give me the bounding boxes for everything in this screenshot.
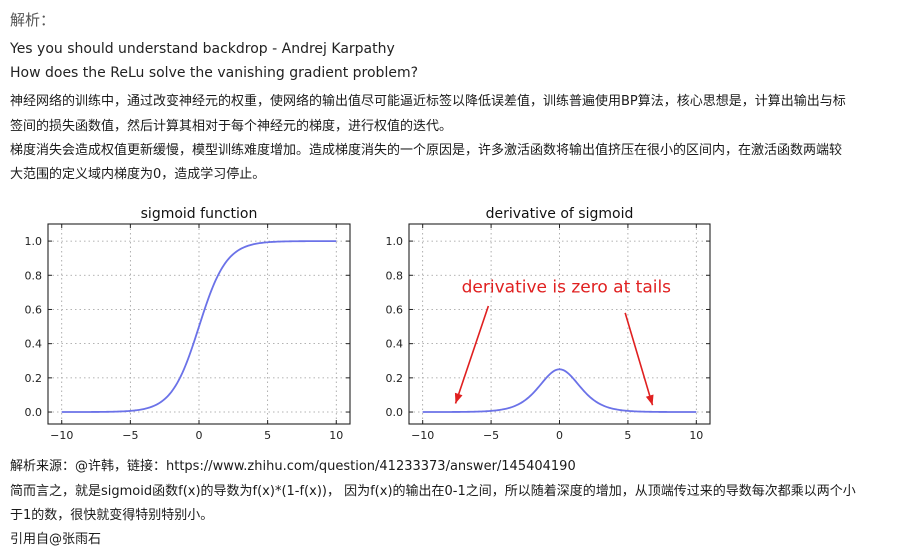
chart2-annotation-arrow-1 — [624, 312, 654, 406]
chart1-xtick-label-4: 10 — [329, 429, 343, 442]
chart2-ytick-label-1: 0.2 — [386, 372, 404, 385]
chart2-annotation-text: derivative is zero at tails — [462, 277, 672, 297]
chart1-ytick-label-0: 0.0 — [25, 406, 43, 419]
chart2-xtick-label-1: −5 — [483, 429, 499, 442]
chart2-annotation-arrowhead-0 — [454, 392, 463, 404]
chart2-annotation-arrow-0 — [454, 305, 490, 404]
chart2-xtick-label-4: 10 — [689, 429, 703, 442]
chart1-xtick-label-1: −5 — [122, 429, 138, 442]
chart1-title: sigmoid function — [141, 206, 258, 222]
text-line-1: Yes you should understand backdrop - And… — [10, 41, 395, 57]
chart1-xtick-label-3: 5 — [264, 429, 271, 442]
charts-figure: sigmoid function −10 −5 0 5 10 0.0 0.2 0.4 0.6 0.8… — [25, 206, 711, 442]
text-line-2: How does the ReLu solve the vanishing gr… — [10, 65, 419, 81]
text-line-5: 梯度消失会造成权值更新缓慢，模型训练难度增加。造成梯度消失的一个原因是，许多激活… — [10, 143, 843, 158]
chart2-xtick-label-2: 0 — [556, 429, 563, 442]
chart1-ytick-label-4: 0.8 — [25, 269, 43, 282]
chart2-ytick-label-0: 0.0 — [386, 406, 404, 419]
chart1-ytick-label-5: 1.0 — [25, 235, 43, 248]
section-heading: 解析： — [10, 11, 56, 29]
text-line-3: 神经网络的训练中，通过改变神经元的权重，使网络的输出值尽可能逼近标签以降低误差值… — [10, 94, 846, 109]
chart1-ytick-label-1: 0.2 — [25, 372, 43, 385]
summary-line-1: 简而言之，就是sigmoid函数f(x)的导数为f(x)*(1-f(x))， 因… — [10, 484, 856, 499]
chart2-title: derivative of sigmoid — [486, 206, 634, 222]
chart1-ytick-label-2: 0.4 — [25, 338, 43, 351]
chart1-series-line — [61, 240, 337, 413]
source-line: 解析来源：@许韩，链接：https://www.zhihu.com/questi… — [10, 459, 576, 474]
attribution-line: 引用自@张雨石 — [10, 532, 102, 547]
chart1-xtick-label-0: −10 — [50, 429, 73, 442]
chart2-xtick-label-0: −10 — [411, 429, 434, 442]
chart2-ytick-label-3: 0.6 — [386, 303, 404, 316]
chart2-annotation-arrowhead-1 — [645, 394, 654, 406]
chart2-xtick-label-3: 5 — [624, 429, 631, 442]
chart2-series-line — [422, 368, 697, 413]
text-line-4: 签间的损失函数值，然后计算其相对于每个神经元的梯度，进行权值的迭代。 — [10, 119, 453, 134]
chart2-ytick-label-5: 1.0 — [386, 235, 404, 248]
chart1-xtick-label-2: 0 — [196, 429, 203, 442]
chart2-ytick-label-2: 0.4 — [386, 338, 404, 351]
summary-line-2: 于1的数，很快就变得特别特别小。 — [10, 508, 214, 523]
chart2-ytick-label-4: 0.8 — [386, 269, 404, 282]
text-line-6: 大范围的定义域内梯度为0，造成学习停止。 — [10, 167, 266, 182]
chart1-ytick-label-3: 0.6 — [25, 303, 43, 316]
